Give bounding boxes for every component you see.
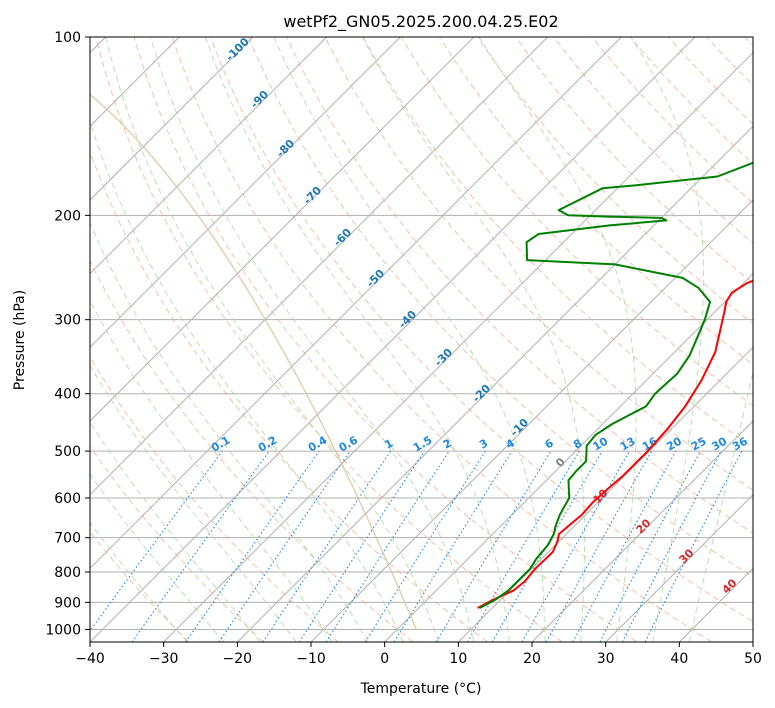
isotherm-line bbox=[90, 37, 696, 642]
x-tick-label: 20 bbox=[523, 651, 541, 667]
dry-adiabat-line bbox=[324, 37, 753, 491]
temperature-profile-line bbox=[477, 279, 753, 609]
mixing-ratio-line bbox=[325, 450, 450, 642]
dry-adiabat-line bbox=[90, 259, 414, 642]
moist-adiabat-line bbox=[90, 221, 369, 642]
reference-arc bbox=[90, 93, 418, 631]
y-tick-label: 800 bbox=[54, 565, 81, 581]
x-tick-label: −30 bbox=[149, 651, 179, 667]
y-tick-label: 1000 bbox=[45, 622, 81, 638]
isotherm-line bbox=[90, 37, 622, 570]
isotherm-line bbox=[90, 37, 254, 201]
mixing-ratio-line bbox=[572, 450, 677, 642]
y-axis: 100 200 300 400 500 600 700 800 900 1000 bbox=[45, 30, 90, 638]
x-axis: −40 −30 −20 −10 0 10 20 30 40 50 bbox=[75, 642, 762, 667]
x-tick-label: −10 bbox=[296, 651, 326, 667]
dry-adiabat-line bbox=[400, 37, 753, 407]
dry-adiabat-line bbox=[95, 37, 563, 642]
profiles bbox=[477, 161, 753, 609]
x-tick-label: 0 bbox=[380, 651, 389, 667]
x-tick-label: −20 bbox=[223, 651, 253, 667]
isotherm-line bbox=[384, 272, 753, 642]
moist-adiabat-line bbox=[90, 364, 297, 642]
moist-adiabat-line bbox=[273, 37, 546, 642]
moist-adiabat-line bbox=[90, 299, 333, 642]
isotherm-line bbox=[457, 346, 753, 642]
isotherm-line bbox=[90, 37, 328, 275]
x-tick-label: 40 bbox=[670, 651, 688, 667]
dry-adiabat-line bbox=[171, 37, 712, 642]
mixing-ratio-line bbox=[393, 450, 513, 642]
y-tick-label: 600 bbox=[54, 491, 81, 507]
y-tick-label: 700 bbox=[54, 531, 81, 547]
x-tick-label: −40 bbox=[75, 651, 105, 667]
isotherm-line bbox=[90, 37, 401, 349]
x-tick-label: 10 bbox=[449, 651, 467, 667]
mixing-ratio-line bbox=[131, 450, 270, 642]
y-tick-label: 400 bbox=[54, 387, 81, 403]
dry-adiabat-line bbox=[90, 445, 264, 642]
dry-adiabat-line bbox=[515, 37, 753, 284]
dry-adiabat-line bbox=[248, 37, 753, 578]
plot-frame bbox=[89, 36, 754, 643]
dry-adiabat-line bbox=[629, 37, 753, 165]
dry-adiabat-line bbox=[133, 37, 638, 642]
isotherm-line bbox=[605, 493, 753, 642]
mixing-ratio-line bbox=[545, 450, 653, 642]
chart-title: wetPf2_GN05.2025.200.04.25.E02 bbox=[283, 12, 558, 32]
background-lines bbox=[90, 37, 753, 642]
mixing-ratio-line bbox=[467, 450, 580, 642]
isotherm-line bbox=[236, 125, 753, 642]
y-tick-label: 300 bbox=[54, 313, 81, 329]
mixing-ratio-line bbox=[90, 450, 223, 632]
dry-adiabat-line bbox=[210, 37, 753, 623]
x-tick-label: 50 bbox=[744, 651, 762, 667]
y-axis-title: Pressure (hPa) bbox=[12, 290, 28, 390]
dry-adiabat-line bbox=[362, 37, 753, 449]
dewpoint-profile-line bbox=[479, 161, 753, 609]
mixing-ratio-line bbox=[491, 450, 603, 642]
moist-adiabat-line bbox=[361, 37, 586, 642]
mixing-ratio-line bbox=[521, 450, 630, 642]
y-tick-label: 200 bbox=[54, 208, 81, 224]
y-tick-label: 500 bbox=[54, 444, 81, 460]
isotherm-line bbox=[90, 37, 549, 496]
dry-adiabat-line bbox=[477, 37, 753, 325]
mixing-ratio-line bbox=[435, 450, 552, 642]
isotherm-line bbox=[90, 37, 475, 422]
isotherm-line bbox=[163, 51, 753, 642]
y-tick-label: 100 bbox=[54, 30, 81, 46]
mixing-ratio-line bbox=[218, 450, 351, 642]
moist-adiabat-line bbox=[204, 37, 510, 642]
moist-adiabat-line bbox=[630, 37, 705, 642]
moist-adiabat-line bbox=[90, 120, 404, 642]
y-tick-label: 900 bbox=[54, 595, 81, 611]
moist-adiabat-line bbox=[478, 37, 637, 642]
mixing-ratio-line bbox=[185, 450, 320, 642]
isotherm-line bbox=[531, 420, 753, 642]
mixing-ratio-line bbox=[364, 450, 486, 642]
x-tick-label: 30 bbox=[597, 651, 615, 667]
x-axis-title: Temperature (°C) bbox=[360, 681, 482, 697]
